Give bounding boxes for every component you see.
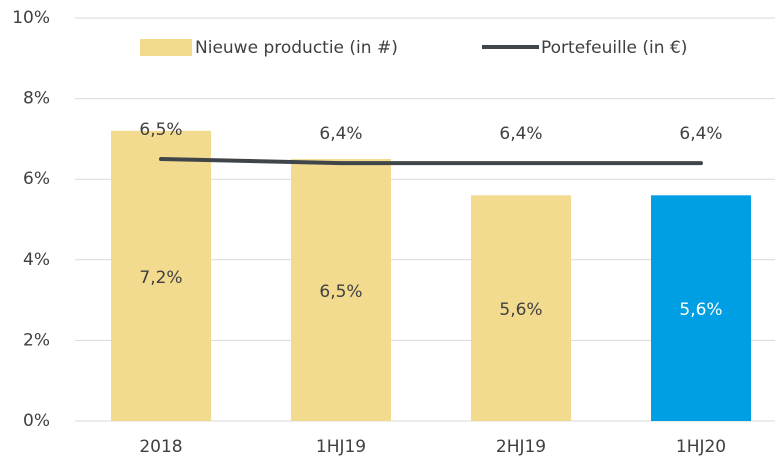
y-tick-label: 2% [23,330,50,350]
bar [291,159,391,422]
legend-label: Portefeuille (in €) [541,38,687,58]
y-tick-label: 4% [23,250,50,270]
y-tick-label: 0% [23,411,50,431]
bar [651,195,751,421]
line [159,157,703,166]
x-tick-label: 1HJ19 [316,437,366,457]
legend-label: Nieuwe productie (in #) [195,38,398,58]
x-tick-label: 1HJ20 [676,437,726,457]
line-value-label: 6,4% [319,124,362,144]
line-value-label: 6,5% [139,120,182,140]
line-value-label: 6,4% [499,124,542,144]
x-tick-label: 2HJ19 [496,437,546,457]
bar [471,195,571,421]
y-tick-label: 10% [12,8,50,28]
bar-value-label: 5,6% [679,300,722,320]
bar-value-label: 7,2% [139,268,182,288]
bar-value-label: 5,6% [499,300,542,320]
y-tick-label: 8% [23,89,50,109]
bar-value-label: 6,5% [319,282,362,302]
legend-swatch [140,39,192,56]
x-tick-label: 2018 [139,437,182,457]
line-value-label: 6,4% [679,124,722,144]
bar [111,130,211,421]
y-tick-label: 6% [23,169,50,189]
